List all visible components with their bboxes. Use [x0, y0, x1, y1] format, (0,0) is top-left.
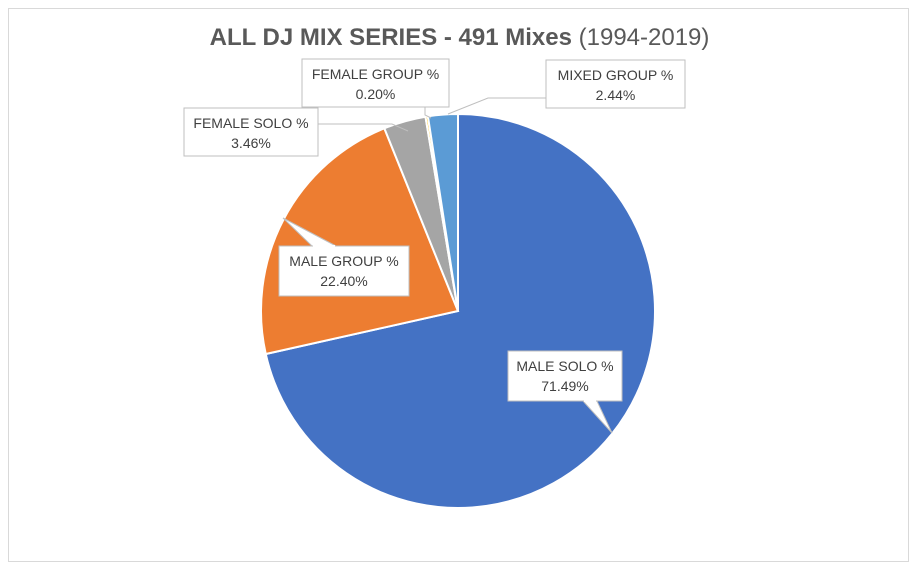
leader-line [424, 107, 432, 119]
chart-subtitle: (1994-2019) [578, 24, 710, 51]
data-label-male-solo: MALE SOLO % 71.49% [507, 350, 623, 434]
label-box [278, 245, 410, 297]
data-label-female-group: FEMALE GROUP % 0.20% [301, 58, 450, 119]
label-box [183, 107, 319, 157]
data-label-value: 3.46% [231, 135, 271, 151]
data-label-category: FEMALE GROUP % [312, 66, 439, 82]
data-label-value: 22.40% [320, 273, 367, 289]
data-label-category: FEMALE SOLO % [193, 115, 308, 131]
data-label-category: MALE SOLO % [516, 358, 613, 374]
leader-line [447, 97, 546, 115]
data-label-value: 2.44% [596, 87, 636, 103]
data-label-category: MIXED GROUP % [558, 67, 674, 83]
leader-line [318, 123, 409, 132]
data-label-female-solo: FEMALE SOLO % 3.46% [183, 107, 409, 157]
pie-slice-male-group [260, 126, 460, 356]
chart-title-main: ALL DJ MIX SERIES - 491 Mixes [209, 24, 572, 51]
data-label-mixed-group: MIXED GROUP % 2.44% [447, 59, 686, 115]
label-box [545, 59, 686, 109]
data-label-male-group: MALE GROUP % 22.40% [278, 217, 410, 297]
data-label-value: 0.20% [356, 86, 396, 102]
data-label-value: 71.49% [541, 378, 588, 394]
pie-slice-male-solo [264, 112, 656, 509]
label-box [301, 58, 450, 108]
data-label-category: MALE GROUP % [289, 253, 398, 269]
chart-title: ALL DJ MIX SERIES - 491 Mixes (1994-2019… [0, 24, 919, 52]
label-box [507, 350, 623, 402]
